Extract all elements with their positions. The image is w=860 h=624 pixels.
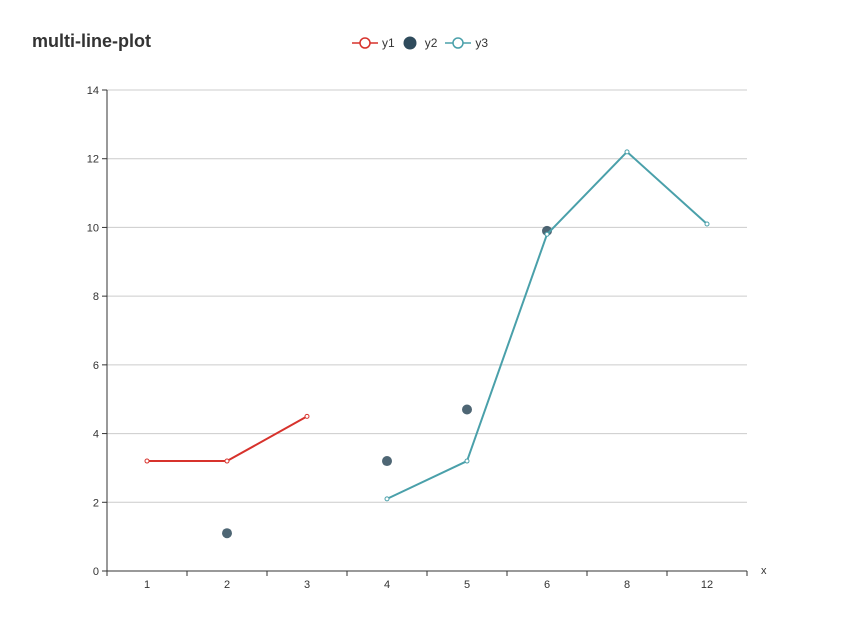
data-point-y3 <box>624 149 630 155</box>
series-line-y1 <box>147 415 308 463</box>
data-point-y2 <box>382 456 392 467</box>
y-tick-label: 8 <box>93 291 99 303</box>
legend-item-y3[interactable]: y3 <box>445 36 488 50</box>
x-tick-label: 2 <box>224 579 230 591</box>
data-point-y2 <box>542 225 552 236</box>
y-tick-label: 10 <box>87 222 99 234</box>
legend-item-y1[interactable]: y1 <box>352 36 395 50</box>
data-point-y1 <box>144 458 150 464</box>
x-tick-label: 12 <box>701 579 713 591</box>
y-tick-label: 2 <box>93 497 99 509</box>
y-tick-label: 6 <box>93 360 99 372</box>
legend: y1 y2 y3 <box>352 33 496 53</box>
data-point-y1 <box>224 458 230 464</box>
legend-label-y3: y3 <box>475 36 489 50</box>
y-tick-label: 14 <box>87 85 99 97</box>
chart-title: multi-line-plot <box>32 31 151 51</box>
legend-label-y1: y1 <box>382 36 395 50</box>
legend-line-marker-icon <box>352 37 378 49</box>
legend-label-y2: y2 <box>424 36 438 50</box>
y-tick-label: 12 <box>87 154 99 166</box>
x-axis-title: x <box>761 565 767 577</box>
y-tick-label: 4 <box>93 429 99 441</box>
legend-line-marker-icon <box>445 37 472 49</box>
x-tick-label: 1 <box>144 579 150 591</box>
data-point-y3 <box>384 496 390 502</box>
x-tick-label: 6 <box>544 579 550 591</box>
data-point-y1 <box>304 413 310 419</box>
data-point-y3 <box>464 458 470 464</box>
data-point-y2 <box>462 404 472 415</box>
data-point-y3 <box>544 231 550 237</box>
y-tick-label: 0 <box>93 566 99 578</box>
data-point-y3 <box>704 221 710 227</box>
legend-dot-marker-icon <box>403 36 417 50</box>
x-tick-label: 3 <box>304 579 310 591</box>
x-tick-label: 8 <box>624 579 630 591</box>
series-line-y3 <box>386 150 708 500</box>
x-tick-label: 4 <box>384 579 390 591</box>
x-tick-label: 5 <box>464 579 470 591</box>
data-point-y2 <box>222 528 232 539</box>
legend-item-y2[interactable]: y2 <box>403 36 438 50</box>
